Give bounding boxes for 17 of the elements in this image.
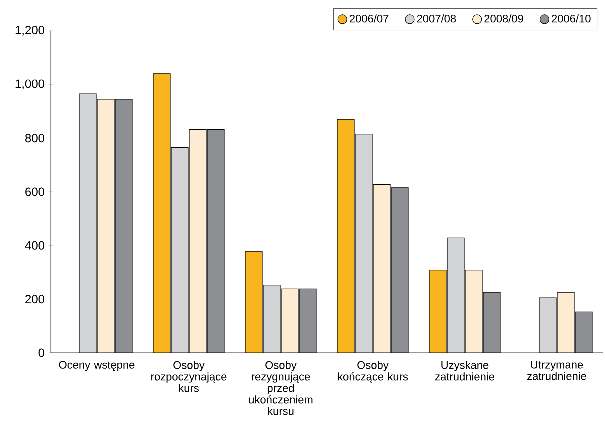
x-tick-label: Utrzymane zatrudnienie (527, 361, 586, 380)
legend-label: 2008/09 (484, 14, 524, 23)
legend-label: 2006/07 (350, 14, 389, 23)
y-tick-label: 800 (25, 134, 45, 143)
x-tick-label: Oceny wstępne (59, 361, 135, 372)
y-tick-label: 1,200 (16, 26, 45, 36)
legend-label: 2006/10 (552, 14, 591, 23)
legend-label: 2007/08 (417, 14, 456, 23)
y-tick-label: 1,000 (16, 80, 45, 90)
y-tick-label: 600 (26, 188, 45, 196)
x-tick-label: Osoby rozpoczynające kurs (152, 361, 227, 392)
x-tick-label: Osoby kończące kurs (338, 361, 408, 383)
y-tick-label: 0 (38, 348, 45, 358)
x-tick-label: Osoby rezygnujące przed ukończeniem kursu (249, 361, 313, 416)
y-tick-label: 200 (26, 295, 45, 304)
y-tick-label: 400 (25, 241, 45, 250)
x-tick-label: Uzyskane zatrudnienie (435, 361, 494, 381)
